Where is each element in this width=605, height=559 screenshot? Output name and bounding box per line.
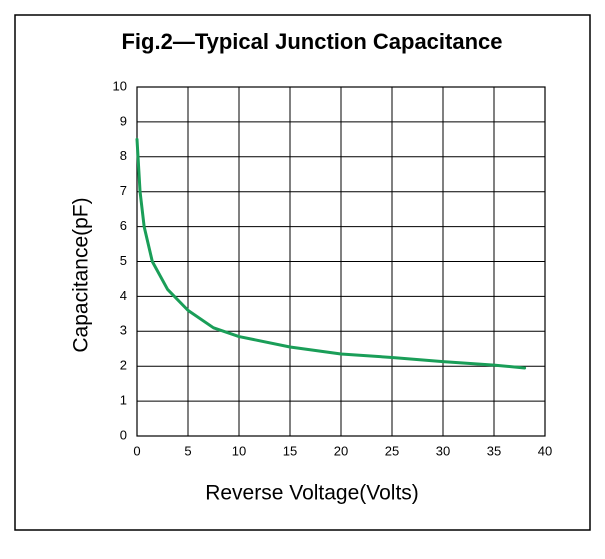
plot-border	[136, 86, 546, 437]
y-tick-label: 5	[120, 253, 127, 268]
y-tick-label: 3	[120, 323, 127, 338]
x-tick-label: 15	[283, 443, 297, 458]
y-tick-label: 7	[120, 183, 127, 198]
y-axis-label: Capacitance(pF)	[70, 197, 93, 352]
y-tick-label: 2	[120, 358, 127, 373]
y-tick-label: 9	[120, 113, 127, 128]
x-tick-label: 0	[133, 443, 140, 458]
y-tick-label: 4	[120, 288, 127, 303]
x-tick-label: 30	[436, 443, 450, 458]
chart-title: Fig.2—Typical Junction Capacitance	[121, 29, 502, 54]
x-tick-label: 5	[184, 443, 191, 458]
frame	[14, 14, 591, 531]
x-tick-label: 25	[385, 443, 399, 458]
x-tick-label: 35	[487, 443, 501, 458]
y-tick-label: 1	[120, 393, 127, 408]
y-tick-label: 6	[120, 218, 127, 233]
x-tick-label: 40	[538, 443, 552, 458]
x-tick-label: 20	[334, 443, 348, 458]
y-tick-label: 0	[120, 427, 127, 442]
y-tick-label: 8	[120, 148, 127, 163]
data-line	[135, 137, 527, 370]
x-axis-label: Reverse Voltage(Volts)	[205, 482, 419, 505]
x-tick-label: 10	[232, 443, 246, 458]
y-tick-label: 10	[113, 78, 127, 93]
